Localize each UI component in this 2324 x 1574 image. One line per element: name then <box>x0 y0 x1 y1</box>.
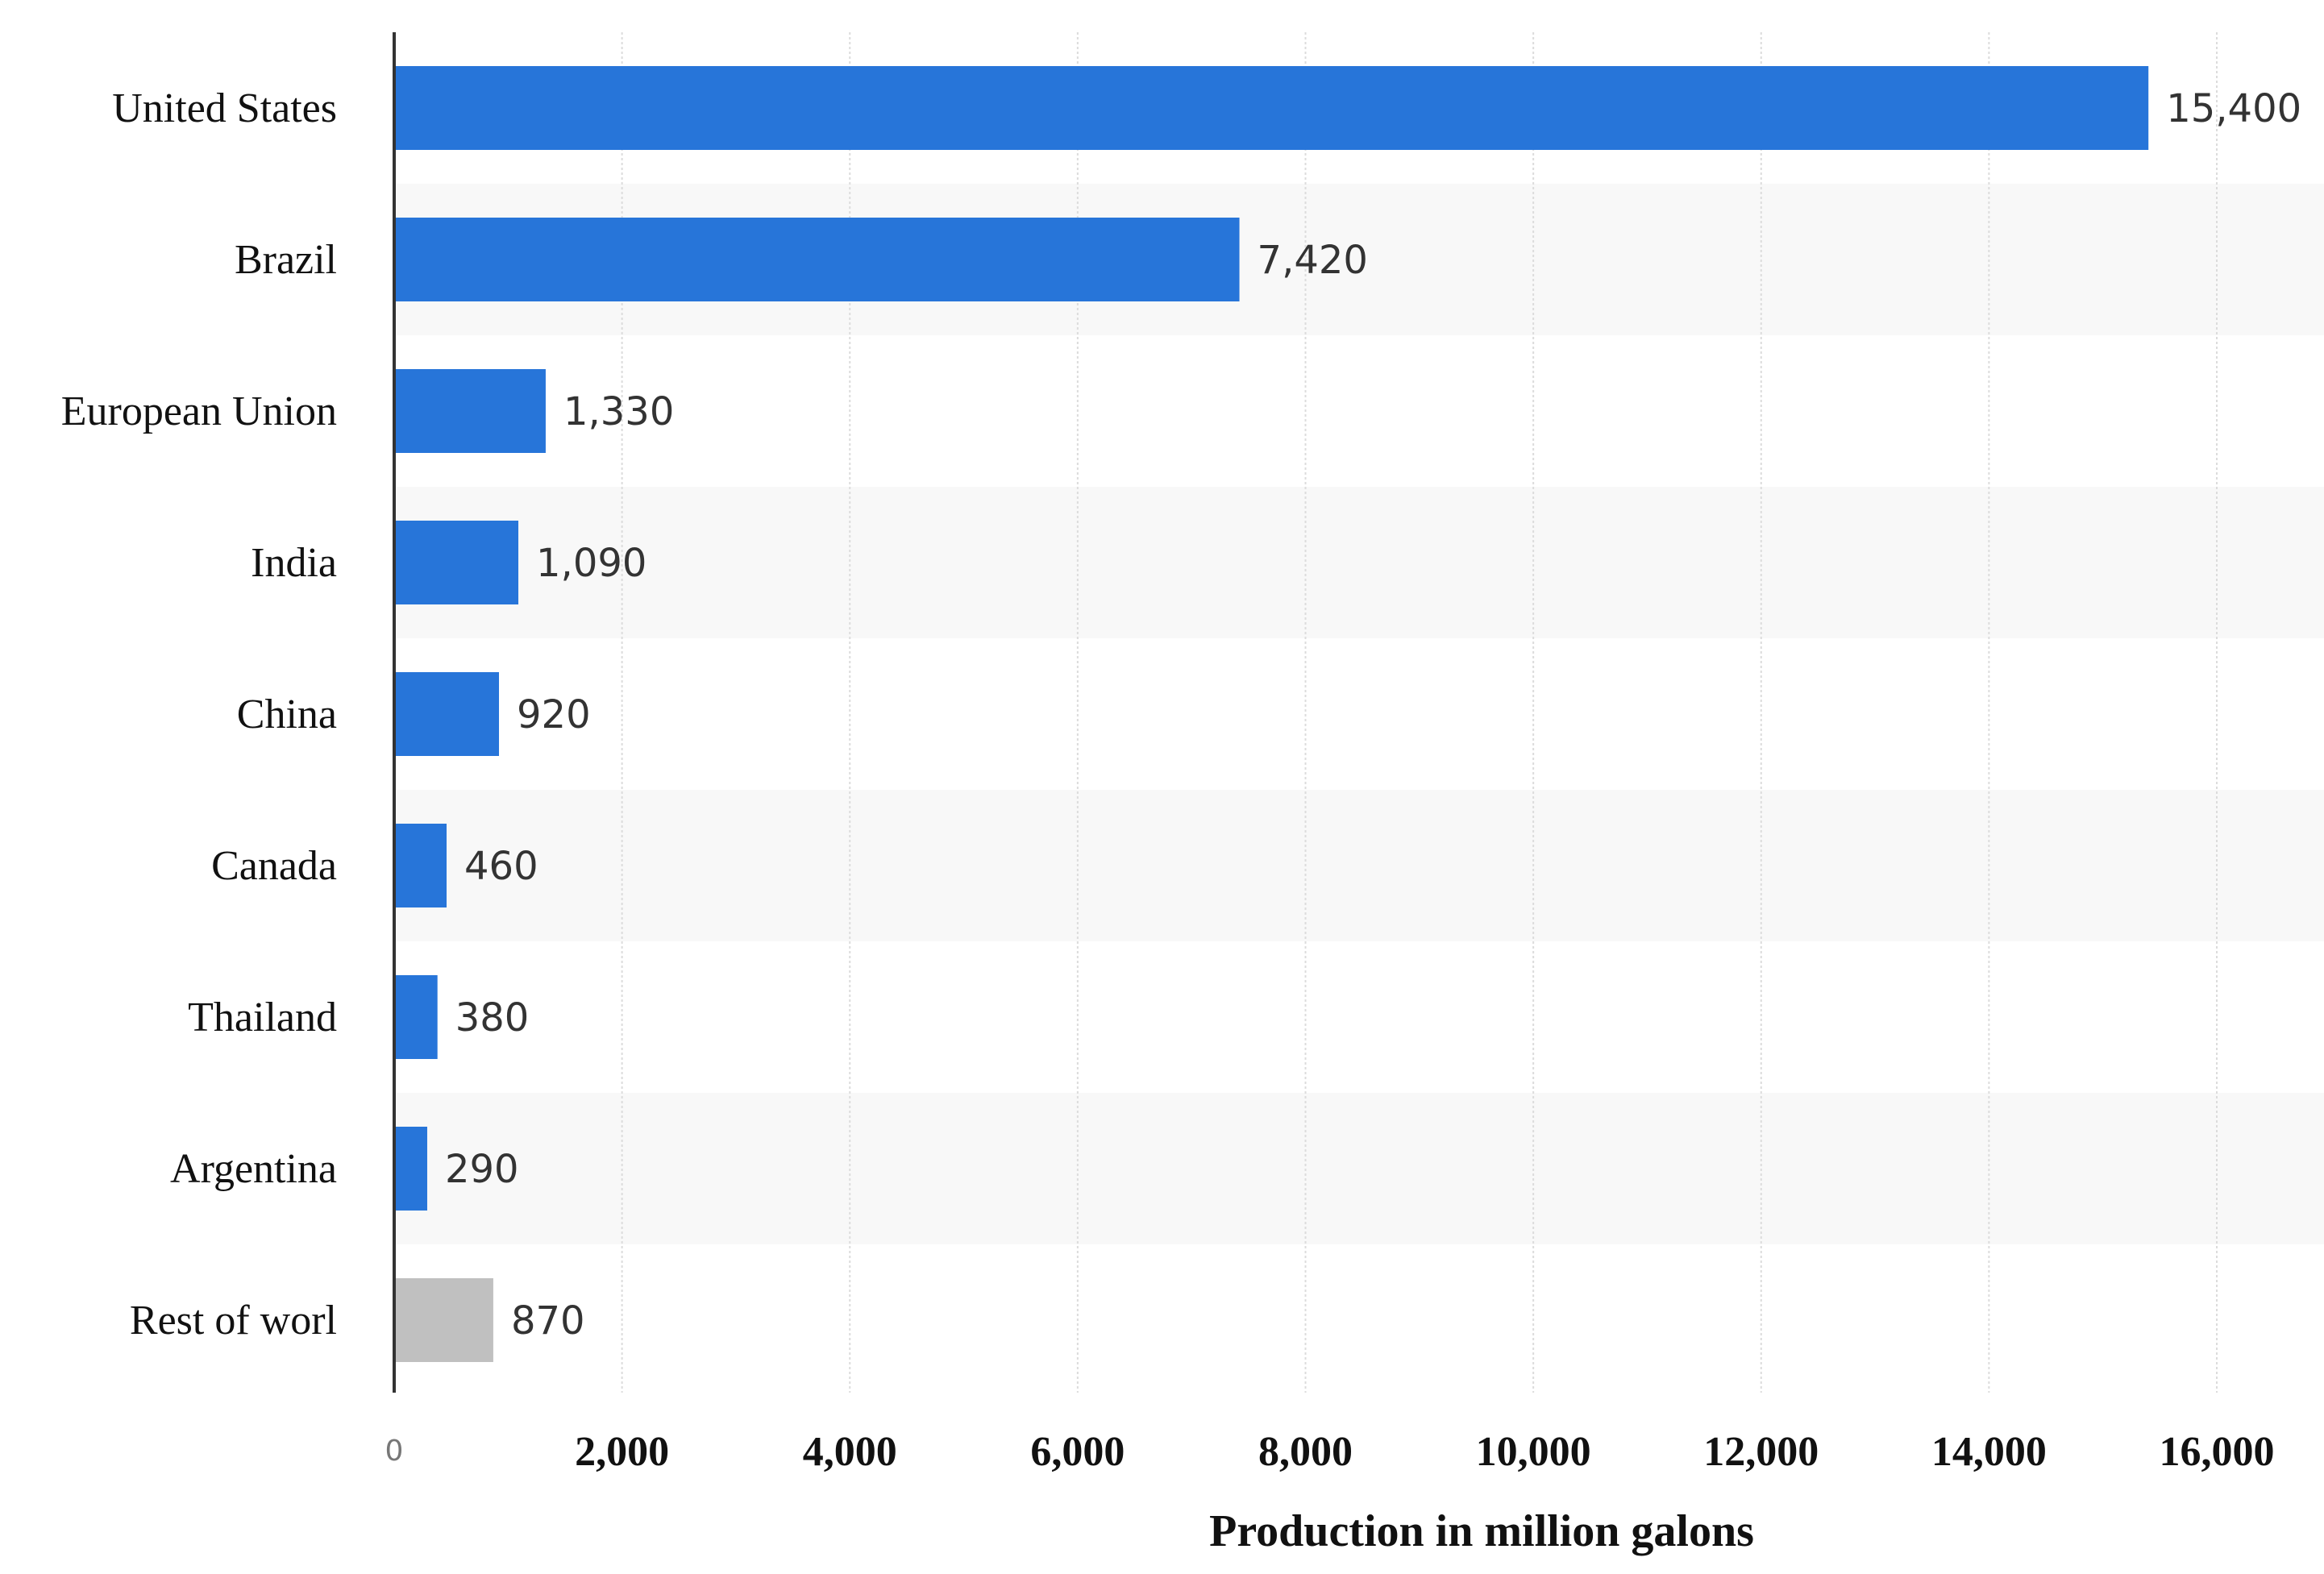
grid-lines <box>621 32 2218 1393</box>
bars <box>394 66 2149 1362</box>
value-labels: 15,400 7,420 1,330 1,090 920 460 380 290 870 <box>445 86 2301 1344</box>
value-label: 7,420 <box>1258 238 1368 283</box>
value-label: 920 <box>517 692 591 737</box>
category-label: Argentina <box>170 1146 337 1192</box>
category-label: China <box>237 691 337 737</box>
value-label: 460 <box>464 844 538 889</box>
value-label: 15,400 <box>2166 86 2301 131</box>
x-tick-label: 12,000 <box>1703 1429 1819 1475</box>
bar <box>394 1278 493 1362</box>
category-labels: United States Brazil European Union India Ch… <box>61 85 337 1344</box>
bar <box>394 66 2149 150</box>
x-tick-label: 4,000 <box>803 1429 897 1475</box>
value-label: 380 <box>455 995 530 1040</box>
x-tick-label: 6,000 <box>1030 1429 1125 1475</box>
bar <box>394 1127 427 1211</box>
row-bands <box>394 184 2324 1244</box>
x-tick-label: 2,000 <box>575 1429 669 1475</box>
category-label: Thailand <box>188 995 337 1040</box>
value-label: 290 <box>445 1147 519 1192</box>
row-band <box>394 487 2324 638</box>
value-label: 1,090 <box>536 541 646 586</box>
x-tick-label: 0 <box>385 1435 404 1468</box>
row-band <box>394 790 2324 941</box>
bar <box>394 824 447 907</box>
bar <box>394 369 546 453</box>
bar <box>394 218 1240 301</box>
value-label: 870 <box>511 1298 585 1344</box>
bar <box>394 521 519 604</box>
x-tick-label: 10,000 <box>1476 1429 1591 1475</box>
category-label: Canada <box>211 843 337 889</box>
category-label: Brazil <box>235 237 337 283</box>
x-axis-title: Production in million galons <box>1209 1506 1754 1556</box>
category-label: India <box>251 540 337 586</box>
bar <box>394 672 500 756</box>
category-label: European Union <box>61 388 337 434</box>
x-tick-labels: 0 2,000 4,000 6,000 8,000 10,000 12,000 14,000 1… <box>385 1429 2275 1475</box>
x-tick-label: 16,000 <box>2160 1429 2275 1475</box>
value-label: 1,330 <box>563 389 674 434</box>
x-tick-label: 14,000 <box>1931 1429 2047 1475</box>
bar <box>394 975 438 1059</box>
row-band <box>394 1093 2324 1244</box>
category-label: United States <box>112 85 337 131</box>
category-label: Rest of worl <box>130 1298 337 1344</box>
x-tick-label: 8,000 <box>1258 1429 1353 1475</box>
